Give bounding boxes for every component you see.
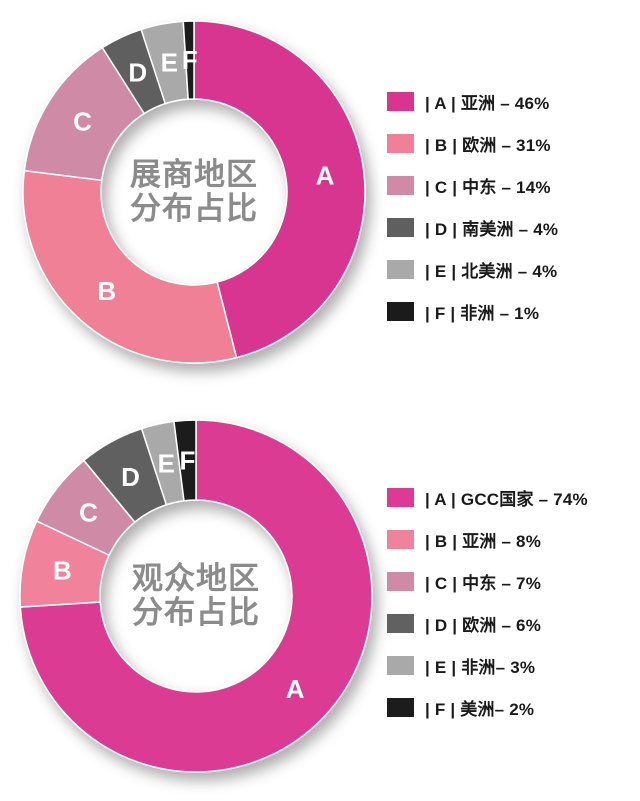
legend-item-F: | F | 非洲 – 1%: [387, 299, 558, 324]
legend-item-C: | C | 中东 – 7%: [387, 569, 588, 594]
legend-label: | F | 非洲 – 1%: [425, 304, 540, 323]
exhibitor-chart-center-title: 展商地区 分布占比: [130, 158, 258, 226]
legend-item-C: | C | 中东 – 14%: [387, 173, 558, 198]
donut0-slice-label-C: C: [73, 106, 92, 136]
donut0-slice-label-D: D: [128, 58, 147, 88]
visitor-chart-center-title: 观众地区 分布占比: [132, 562, 260, 630]
legend-label: | F | 美洲– 2%: [425, 700, 535, 719]
donut1-slice-label-A: A: [286, 674, 305, 704]
legend-label: | A | 亚洲 – 46%: [425, 94, 550, 113]
legend-swatch: [387, 176, 414, 195]
donut1-segment-F: [173, 419, 197, 502]
legend-label: | E | 非洲– 3%: [425, 658, 536, 677]
legend-item-E: | E | 非洲– 3%: [387, 653, 588, 678]
exhibitor-donut-chart: A B C D E F: [22, 20, 366, 364]
legend-label: | C | 中东 – 7%: [425, 574, 542, 593]
legend-swatch: [387, 614, 414, 633]
legend-swatch: [387, 260, 414, 279]
legend-label: | B | 亚洲 – 8%: [425, 532, 542, 551]
donut1-slice-label-F: F: [180, 445, 196, 475]
legend-item-A: | A | 亚洲 – 46%: [387, 89, 558, 114]
legend-label: | D | 欧洲 – 6%: [425, 616, 542, 635]
legend-swatch: [387, 92, 414, 111]
legend-swatch: [387, 218, 414, 237]
legend-label: | E | 北美洲 – 4%: [425, 262, 558, 281]
legend-item-B: | B | 欧洲 – 31%: [387, 131, 558, 156]
legend-swatch: [387, 302, 414, 321]
title-line-1: 观众地区: [132, 561, 260, 596]
title-line-1: 展商地区: [130, 157, 258, 192]
legend-item-F: | F | 美洲– 2%: [387, 695, 588, 720]
donut1-slice-label-B: B: [53, 556, 72, 586]
legend-swatch: [387, 572, 414, 591]
donut0-slice-label-F: F: [182, 45, 198, 75]
donut1-slice-label-D: D: [121, 462, 140, 492]
donut0-segment-B: [22, 169, 238, 364]
legend-item-E: | E | 北美洲 – 4%: [387, 257, 558, 282]
legend-item-A: | A | GCC国家 – 74%: [387, 485, 588, 510]
title-line-2: 分布占比: [132, 595, 260, 630]
visitor-donut-chart: A BCD E F: [19, 419, 373, 773]
donut1-slice-label-C: C: [79, 498, 98, 528]
legend-item-B: | B | 亚洲 – 8%: [387, 527, 588, 552]
legend-swatch: [387, 488, 414, 507]
legend-label: | B | 欧洲 – 31%: [425, 136, 551, 155]
donut0-segment-A: [193, 20, 366, 359]
donut0-slice-label-A: A: [316, 160, 335, 190]
legend-swatch: [387, 698, 414, 717]
donut0-slice-label-E: E: [161, 47, 178, 77]
legend-label: | D | 南美洲 – 4%: [425, 220, 559, 239]
legend-swatch: [387, 530, 414, 549]
legend-swatch: [387, 656, 414, 675]
visitor-chart-legend: | A | GCC国家 – 74% | B | 亚洲 – 8% | C | 中东 –…: [387, 485, 588, 720]
title-line-2: 分布占比: [130, 191, 258, 226]
legend-label: | C | 中东 – 14%: [425, 178, 551, 197]
donut0-slice-label-B: B: [97, 276, 116, 306]
legend-swatch: [387, 134, 414, 153]
donut1-segment-A: [19, 419, 373, 773]
legend-item-D: | D | 欧洲 – 6%: [387, 611, 588, 636]
legend-label: | A | GCC国家 – 74%: [425, 490, 588, 509]
donut0-segment-F: [182, 20, 195, 100]
legend-item-D: | D | 南美洲 – 4%: [387, 215, 558, 240]
donut1-slice-label-E: E: [158, 448, 175, 478]
exhibitor-chart-legend: | A | 亚洲 – 46% | B | 欧洲 – 31% | C | 中东 – 1…: [387, 89, 558, 324]
